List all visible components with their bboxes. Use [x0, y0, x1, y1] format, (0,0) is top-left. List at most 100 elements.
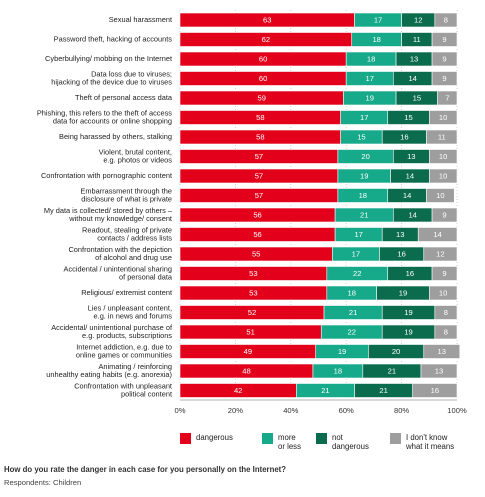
value-label: 18 — [348, 289, 356, 298]
bar-segment — [423, 344, 461, 359]
value-label: 14 — [406, 172, 414, 181]
value-label: 11 — [413, 35, 421, 44]
value-label: 42 — [234, 386, 242, 395]
value-label: 56 — [253, 230, 261, 239]
category-label: hijacking of the device due to viruses — [51, 77, 172, 86]
category-label: My data is collected/ stored by others – — [44, 206, 173, 215]
value-label: 49 — [244, 347, 252, 356]
bar-segment — [437, 90, 458, 106]
value-label: 8 — [444, 308, 448, 317]
category-label: Phishing, this refers to the theft of ac… — [37, 108, 172, 117]
value-label: 21 — [349, 308, 357, 317]
category-label: Lies / unpleasant content, — [88, 303, 172, 312]
value-label: 16 — [397, 250, 405, 259]
respondents: Respondents: Children — [4, 478, 82, 487]
x-tick-label: 60% — [339, 406, 354, 415]
category-label: without my knowledge/ consent — [68, 214, 172, 223]
value-label: 59 — [257, 94, 265, 103]
question: How do you rate the danger in each case … — [4, 465, 287, 474]
value-label: 21 — [360, 211, 368, 220]
value-label: 10 — [439, 152, 447, 161]
value-label: 7 — [445, 94, 449, 103]
value-label: 15 — [413, 94, 421, 103]
value-label: 19 — [338, 347, 346, 356]
value-label: 17 — [374, 16, 382, 25]
bar-segment — [426, 129, 458, 145]
value-label: 22 — [348, 328, 356, 337]
value-label: 18 — [334, 367, 342, 376]
value-label: 9 — [442, 74, 446, 83]
value-label: 13 — [435, 367, 443, 376]
category-label: political content — [121, 389, 172, 398]
value-label: 14 — [433, 230, 441, 239]
value-label: 17 — [354, 230, 362, 239]
category-label: contacts / address lists — [97, 233, 172, 242]
bar-segment — [428, 168, 458, 184]
chart: 0% 20% 40% 60% 80% 100% Sexual harassment 63 17 1… — [37, 10, 467, 415]
category-label: Cyberbullying/ mobbing on the Internet — [45, 54, 172, 63]
legend-item: I don't know what it means — [390, 433, 465, 451]
value-label: 8 — [444, 16, 448, 25]
category-label: e.g. in news and forums — [94, 311, 173, 320]
value-label: 18 — [367, 55, 375, 64]
value-label: 8 — [444, 328, 448, 337]
value-label: 12 — [414, 16, 422, 25]
value-label: 9 — [442, 269, 446, 278]
bar-segment — [417, 227, 458, 242]
value-label: 16 — [406, 269, 414, 278]
value-label: 13 — [410, 55, 418, 64]
value-label: 17 — [360, 113, 368, 122]
legend-item: not dangerous — [316, 433, 369, 451]
category-label: Password theft, hacking of accounts — [54, 34, 173, 43]
category-label: of alcohol and drug use — [95, 253, 172, 262]
x-tick-label: 0% — [175, 406, 186, 415]
value-label: 55 — [252, 250, 260, 259]
x-tick-label: 100% — [447, 406, 467, 415]
value-label: 58 — [256, 133, 264, 142]
value-label: 19 — [360, 172, 368, 181]
value-label: 11 — [438, 133, 446, 142]
value-label: 20 — [361, 152, 369, 161]
value-label: 13 — [407, 152, 415, 161]
value-label: 63 — [263, 16, 271, 25]
bar-segment — [434, 12, 458, 28]
category-label: Theft of personal access data — [75, 93, 173, 102]
value-label: 12 — [436, 250, 444, 259]
value-label: 19 — [366, 94, 374, 103]
bar-segment — [428, 110, 458, 125]
bar-segment — [428, 285, 458, 301]
value-label: 14 — [408, 211, 416, 220]
value-label: 21 — [388, 367, 396, 376]
category-label: e.g. photos or videos — [103, 155, 172, 164]
category-label: Confrontation with pornographic content — [41, 171, 172, 180]
value-label: 62 — [262, 35, 270, 44]
value-label: 57 — [255, 172, 263, 181]
category-label: disclosure of what is private — [81, 194, 172, 203]
value-label: 17 — [352, 250, 360, 259]
value-label: 20 — [392, 347, 400, 356]
category-label: Accidental / unintentional sharing — [64, 264, 172, 273]
value-label: 9 — [442, 35, 446, 44]
value-label: 16 — [400, 133, 408, 142]
category-label: Data loss due to viruses; — [91, 69, 172, 78]
category-label: Animating / reinforcing — [98, 362, 172, 371]
value-label: 21 — [321, 386, 329, 395]
x-tick-label: 20% — [228, 406, 243, 415]
bar-segment — [434, 305, 458, 320]
value-label: 18 — [359, 191, 367, 200]
x-tick-label: 80% — [394, 406, 409, 415]
value-label: 60 — [259, 55, 267, 64]
value-label: 53 — [249, 269, 257, 278]
value-label: 9 — [442, 211, 446, 220]
bar-segment — [434, 324, 458, 340]
value-label: 15 — [404, 113, 412, 122]
category-label: Violent, brutal content, — [99, 147, 172, 156]
legend-label: not dangerous — [332, 433, 369, 451]
bar-segment — [423, 246, 458, 262]
category-label: e.g. products, subscriptions — [82, 331, 172, 340]
category-label: Readout, stealing of private — [82, 225, 172, 234]
value-label: 10 — [439, 172, 447, 181]
bar-segment — [431, 32, 458, 47]
category-label: online games or communities — [76, 350, 172, 359]
